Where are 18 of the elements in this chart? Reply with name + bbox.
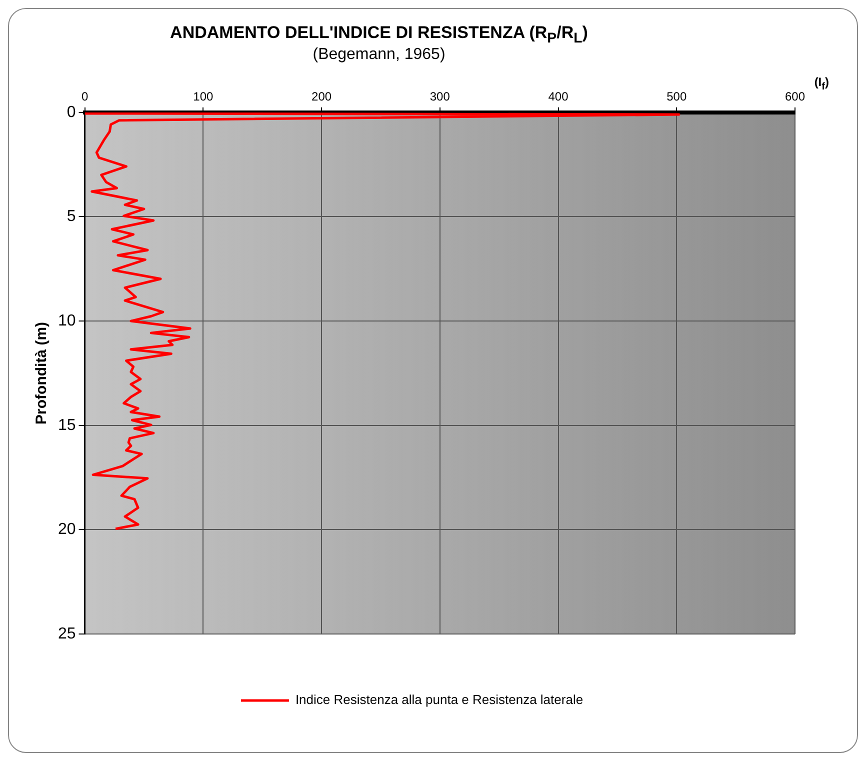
- x-tick-label: 100: [193, 90, 214, 104]
- legend-label: Indice Resistenza alla punta e Resistenza laterale: [295, 692, 584, 708]
- y-axis-title: Profondità (m): [33, 322, 50, 424]
- x-tick-label: 300: [430, 90, 450, 104]
- y-tick-label: 10: [58, 312, 76, 330]
- y-tick-label: 5: [66, 208, 76, 226]
- y-tick-label: 0: [66, 104, 76, 121]
- chart-title: ANDAMENTO DELL'INDICE DI RESISTENZA (R$_{P}$/R$_{L}$): [169, 23, 589, 46]
- x-tick-label: 600: [784, 90, 806, 104]
- x-tick-label: 400: [548, 90, 569, 104]
- y-tick-label: 20: [58, 521, 76, 538]
- y-tick-label: 15: [58, 416, 76, 434]
- x-axis-title: (I$_{f}$): [814, 75, 829, 92]
- y-tick-label: 25: [58, 625, 76, 642]
- x-tick-label: 0: [81, 90, 88, 104]
- x-tick-label: 500: [666, 90, 687, 104]
- x-tick-label: 200: [312, 90, 332, 104]
- chart-subtitle: (Begemann, 1965): [312, 46, 446, 64]
